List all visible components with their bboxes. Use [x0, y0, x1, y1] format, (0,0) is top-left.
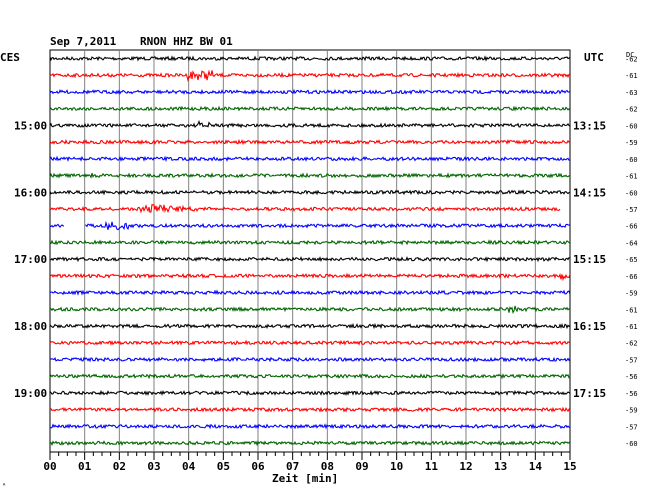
trace-line: [49, 239, 571, 246]
grid: [84, 50, 536, 452]
trace-line: [49, 172, 571, 179]
x-tick-label: 15: [563, 460, 576, 473]
trace-line: [49, 88, 571, 95]
dc-offset-label: -64: [625, 239, 638, 247]
dc-offset-label: -61: [625, 173, 638, 181]
dc-offset-label: -60: [625, 156, 638, 164]
x-tick-label: 01: [78, 460, 92, 473]
left-hour-label: 16:00: [14, 186, 47, 199]
dc-offset-label: -62: [625, 106, 638, 114]
trace-line: [49, 339, 571, 346]
trace-line: [49, 289, 571, 296]
trace-line: [49, 189, 571, 196]
x-axis-title: Zeit [min]: [272, 472, 338, 485]
right-hour-label: 14:15: [573, 186, 606, 199]
right-hour-label: 17:15: [573, 387, 606, 400]
trace-line: [49, 119, 571, 129]
x-tick-label: 06: [251, 460, 265, 473]
x-ticks: 00 01 02 03 04 05 06 07 08 09 10 11 12 13 14 15: [43, 452, 577, 473]
left-hour-label: 18:00: [14, 320, 47, 333]
dc-offset-label: -60: [625, 440, 638, 448]
x-tick-label: 14: [529, 460, 543, 473]
trace-line: [49, 423, 571, 430]
trace-line: [49, 389, 571, 396]
dc-offset-label: -61: [625, 323, 638, 331]
footer-mark: ᴬ: [2, 481, 6, 490]
dc-label: DC: [626, 51, 634, 59]
dc-offset-label: -60: [625, 189, 638, 197]
right-timezone-label: UTC: [584, 51, 604, 64]
x-tick-label: 12: [459, 460, 472, 473]
right-hour-label: 15:15: [573, 253, 606, 266]
left-hour-label: 15:00: [14, 119, 47, 132]
trace-line: [49, 69, 571, 83]
plot-frame: [49, 49, 571, 453]
x-tick-label: 11: [425, 460, 439, 473]
header-date: Sep 7,2011: [50, 35, 117, 48]
left-hour-label: 17:00: [14, 253, 47, 266]
trace-line: [49, 373, 571, 380]
trace-line: [49, 322, 571, 330]
left-timezone-label: CES: [0, 51, 20, 64]
trace-line: [49, 272, 571, 282]
dc-offset-label: -62: [625, 56, 638, 64]
trace-line: [49, 203, 561, 214]
left-hour-label: 19:00: [14, 387, 47, 400]
trace-line: [49, 155, 571, 163]
dc-offset-label: -59: [625, 407, 638, 415]
x-tick-label: 04: [182, 460, 196, 473]
trace-line: [49, 256, 571, 263]
dc-offset-label: -59: [625, 139, 638, 147]
trace-line: [49, 305, 571, 314]
dc-offset-label: -60: [625, 122, 638, 130]
x-tick-label: 03: [147, 460, 160, 473]
dc-offset-label: -57: [625, 423, 638, 431]
trace-line: [49, 356, 571, 363]
traces: [49, 55, 571, 447]
trace-line: [49, 220, 571, 231]
x-tick-label: 09: [355, 460, 368, 473]
trace-line: [49, 55, 571, 62]
trace-line: [49, 105, 571, 112]
dc-offset-label: -65: [625, 256, 638, 264]
right-hour-label: 16:15: [573, 320, 606, 333]
x-tick-label: 00: [43, 460, 56, 473]
x-tick-label: 13: [494, 460, 507, 473]
x-tick-label: 08: [321, 460, 334, 473]
dc-offset-label: -63: [625, 89, 638, 97]
header-station: RNON HHZ BW 01: [140, 35, 233, 48]
x-tick-label: 10: [390, 460, 403, 473]
x-tick-label: 02: [113, 460, 126, 473]
dc-offset-label: -66: [625, 223, 638, 231]
dc-offset-label: -59: [625, 290, 638, 298]
dc-offset-label: -62: [625, 340, 638, 348]
dc-offset-label: -56: [625, 373, 638, 381]
x-tick-label: 07: [286, 460, 299, 473]
right-hour-label: 13:15: [573, 119, 606, 132]
trace-line: [49, 439, 571, 447]
dc-offset-label: -66: [625, 273, 638, 281]
dc-offset-label: -57: [625, 206, 638, 214]
x-tick-label: 05: [217, 460, 230, 473]
dc-offset-label: -57: [625, 357, 638, 365]
dc-offset-label: -56: [625, 390, 638, 398]
dc-offset-label: -61: [625, 72, 638, 80]
trace-line: [49, 406, 571, 413]
trace-line: [49, 138, 571, 146]
dc-offset-label: -61: [625, 306, 638, 314]
